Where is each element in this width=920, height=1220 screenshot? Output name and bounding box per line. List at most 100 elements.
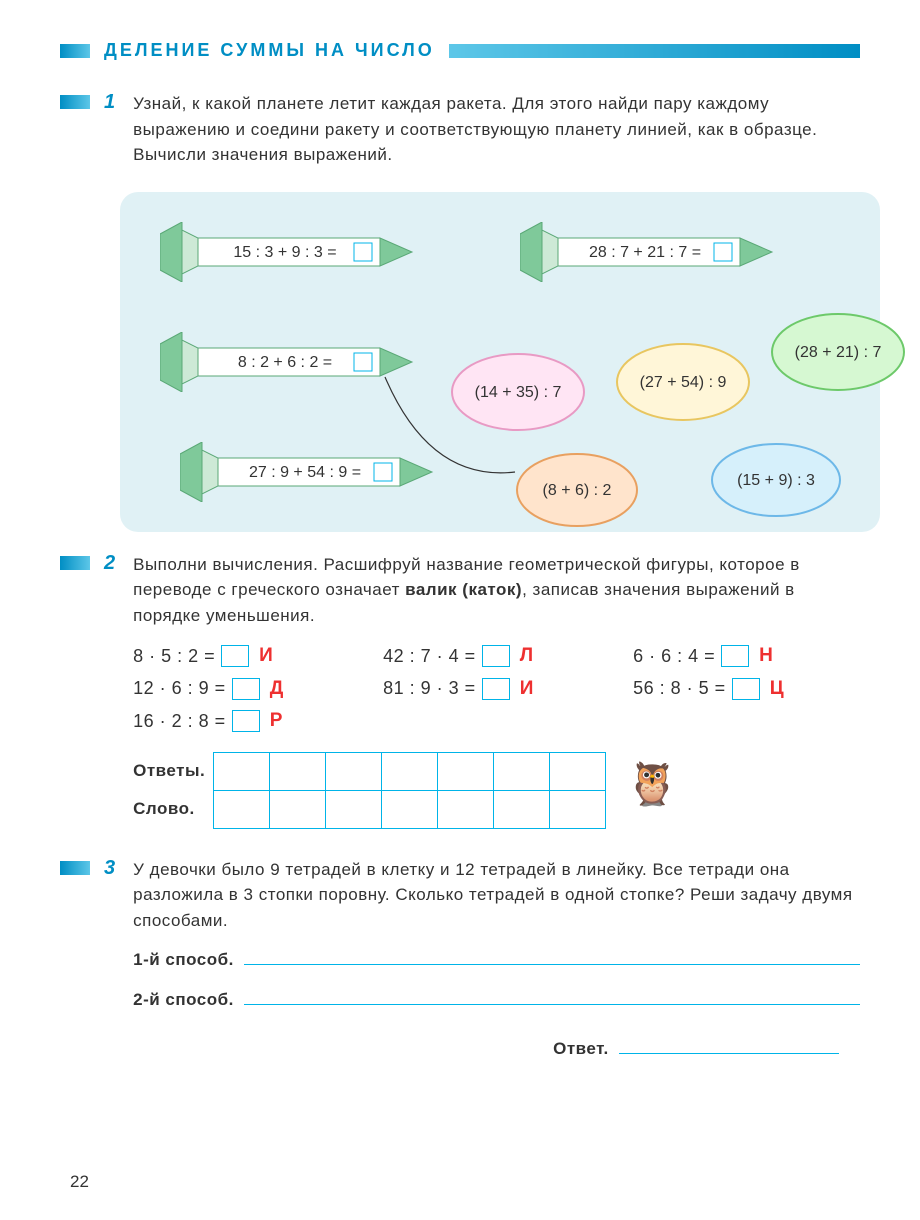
planet-expr: (15 + 9) : 3 — [737, 472, 815, 489]
rocket: 8 : 2 + 6 : 2 = — [160, 332, 420, 397]
equation: 8 · 5 : 2 = И — [133, 642, 333, 671]
method-1-row: 1-й способ. — [133, 947, 860, 973]
planet: (8 + 6) : 2 — [515, 452, 639, 528]
rocket-expr: 28 : 7 + 21 : 7 = — [589, 244, 701, 261]
word-cell[interactable] — [494, 790, 550, 828]
equation: 6 · 6 : 4 = Н — [633, 642, 833, 671]
word-cell[interactable] — [382, 790, 438, 828]
planet-expr: (27 + 54) : 9 — [640, 374, 727, 391]
answer-cell[interactable] — [382, 752, 438, 790]
exercise-text: У девочки было 9 тетрадей в клетку и 12 … — [133, 857, 860, 1062]
equation: 16 · 2 : 8 = Р — [133, 707, 333, 736]
equation: 56 : 8 · 5 = Ц — [633, 675, 833, 704]
rocket: 27 : 9 + 54 : 9 = — [180, 442, 440, 507]
equation-expr: 42 : 7 · 4 = — [383, 643, 476, 670]
equation-expr: 12 · 6 : 9 = — [133, 675, 226, 702]
equation-letter: Н — [759, 642, 773, 671]
rocket: 15 : 3 + 9 : 3 = — [160, 222, 420, 287]
equation-letter: Р — [270, 707, 283, 736]
ex3-text: У девочки было 9 тетрадей в клетку и 12 … — [133, 857, 860, 934]
equation: 12 · 6 : 9 = Д — [133, 675, 333, 704]
answer-line[interactable] — [244, 987, 860, 1005]
exercise-number: 2 — [104, 552, 115, 829]
exercise-text: Узнай, к какой планете летит каждая раке… — [133, 91, 860, 168]
answer-cell[interactable] — [214, 752, 270, 790]
rocket-expr: 8 : 2 + 6 : 2 = — [238, 354, 332, 371]
exercise-number: 3 — [104, 857, 115, 1062]
section-header: ДЕЛЕНИЕ СУММЫ НА ЧИСЛО — [60, 40, 860, 61]
equation-row: 16 · 2 : 8 = Р — [133, 707, 860, 736]
rocket-expr: 27 : 9 + 54 : 9 = — [249, 464, 361, 481]
rocket-icon: 8 : 2 + 6 : 2 = — [160, 332, 420, 392]
answer-cell[interactable] — [326, 752, 382, 790]
equation-answer-box[interactable] — [482, 645, 510, 667]
answers-label: Ответы. — [133, 752, 205, 790]
page-number: 22 — [70, 1172, 89, 1192]
header-mark-right — [449, 44, 860, 58]
rocket-expr: 15 : 3 + 9 : 3 = — [233, 244, 336, 261]
word-cell[interactable] — [438, 790, 494, 828]
method-2-row: 2-й способ. — [133, 987, 860, 1013]
equation-answer-box[interactable] — [732, 678, 760, 700]
answer-line[interactable] — [244, 947, 860, 965]
planet: (15 + 9) : 3 — [710, 442, 842, 518]
equation-answer-box[interactable] — [482, 678, 510, 700]
exercise-mark — [60, 556, 90, 570]
rocket-icon: 15 : 3 + 9 : 3 = — [160, 222, 420, 282]
word-label: Слово. — [133, 790, 205, 828]
equation-row: 12 · 6 : 9 = Д81 : 9 · 3 = И56 : 8 · 5 =… — [133, 675, 860, 704]
method-2-label: 2-й способ. — [133, 987, 234, 1013]
equation-letter: И — [520, 675, 534, 704]
planet: (28 + 21) : 7 — [770, 312, 906, 392]
word-cell[interactable] — [550, 790, 606, 828]
planet-icon: (8 + 6) : 2 — [515, 452, 639, 528]
rocket-icon: 27 : 9 + 54 : 9 = — [180, 442, 440, 502]
equation-letter: Л — [520, 642, 534, 671]
rockets-diagram: 15 : 3 + 9 : 3 = 28 : 7 + 21 : 7 = 8 : 2… — [120, 192, 880, 532]
exercise-mark — [60, 95, 90, 109]
ex2-bold: валик (каток) — [405, 580, 522, 599]
answer-line[interactable] — [619, 1036, 839, 1054]
section-title: ДЕЛЕНИЕ СУММЫ НА ЧИСЛО — [104, 40, 435, 61]
exercise-1: 1 Узнай, к какой планете летит каждая ра… — [60, 91, 860, 168]
rocket-answer-box[interactable] — [354, 243, 372, 261]
rocket: 28 : 7 + 21 : 7 = — [520, 222, 780, 287]
word-cell[interactable] — [270, 790, 326, 828]
exercise-2: 2 Выполни вычисления. Расшифруй название… — [60, 552, 860, 829]
planet-icon: (14 + 35) : 7 — [450, 352, 586, 432]
equation-expr: 56 : 8 · 5 = — [633, 675, 726, 702]
planet-icon: (15 + 9) : 3 — [710, 442, 842, 518]
equation-answer-box[interactable] — [221, 645, 249, 667]
equation-letter: И — [259, 642, 273, 671]
planet-expr: (8 + 6) : 2 — [543, 482, 612, 499]
equation-expr: 6 · 6 : 4 = — [633, 643, 715, 670]
equation-row: 8 · 5 : 2 = И 42 : 7 · 4 = Л 6 · 6 : 4 = Н — [133, 642, 860, 671]
answer-cell[interactable] — [270, 752, 326, 790]
equation-answer-box[interactable] — [721, 645, 749, 667]
exercise-mark — [60, 861, 90, 875]
planet: (14 + 35) : 7 — [450, 352, 586, 432]
planet-icon: (27 + 54) : 9 — [615, 342, 751, 422]
equation-letter: Д — [270, 675, 284, 704]
equation-letter: Ц — [770, 675, 784, 704]
final-answer-row: Ответ. — [553, 1036, 860, 1062]
equation-answer-box[interactable] — [232, 678, 260, 700]
equation-expr: 16 · 2 : 8 = — [133, 708, 226, 735]
answer-cell[interactable] — [438, 752, 494, 790]
exercise-text: Выполни вычисления. Расшифруй название г… — [133, 552, 860, 829]
rocket-answer-box[interactable] — [354, 353, 372, 371]
owl-icon: 🦉 — [626, 752, 679, 815]
equation-answer-box[interactable] — [232, 710, 260, 732]
exercise-3: 3 У девочки было 9 тетрадей в клетку и 1… — [60, 857, 860, 1062]
rocket-answer-box[interactable] — [714, 243, 732, 261]
planet-icon: (28 + 21) : 7 — [770, 312, 906, 392]
answer-table: Ответы. Слово. 🦉 — [133, 752, 860, 829]
planet-expr: (14 + 35) : 7 — [475, 384, 562, 401]
answer-grid[interactable] — [213, 752, 606, 829]
word-cell[interactable] — [326, 790, 382, 828]
rocket-answer-box[interactable] — [374, 463, 392, 481]
word-cell[interactable] — [214, 790, 270, 828]
header-mark-left — [60, 44, 90, 58]
answer-cell[interactable] — [494, 752, 550, 790]
answer-cell[interactable] — [550, 752, 606, 790]
